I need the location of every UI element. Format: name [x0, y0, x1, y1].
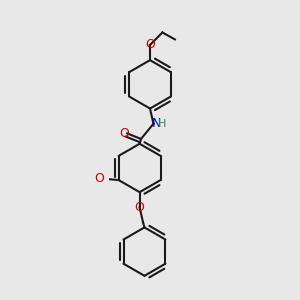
- Text: N: N: [152, 117, 161, 130]
- Text: O: O: [94, 172, 104, 185]
- Text: O: O: [119, 127, 129, 140]
- Text: O: O: [145, 38, 155, 51]
- Text: O: O: [135, 201, 145, 214]
- Text: H: H: [158, 119, 166, 129]
